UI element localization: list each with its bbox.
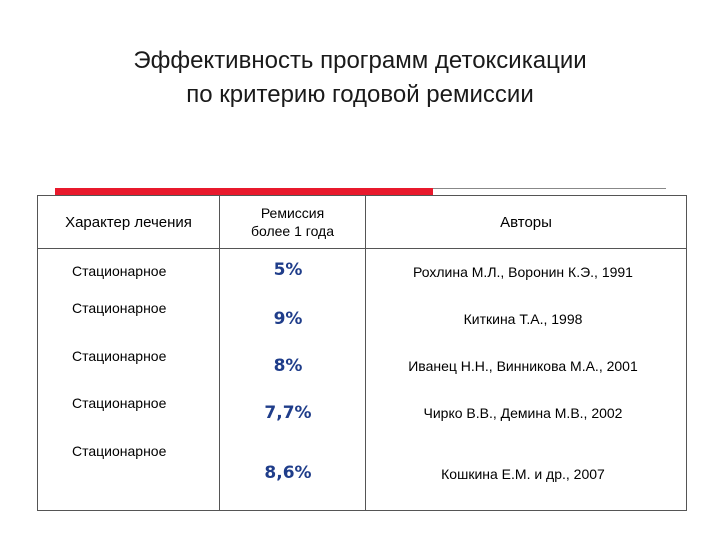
- row-3-authors: Иванец Н.Н., Винникова М.А., 2001: [408, 358, 638, 374]
- remission-table: [37, 195, 687, 511]
- row-4-remission: 7,7%: [264, 403, 312, 423]
- header-authors-label: Авторы: [500, 213, 552, 231]
- slide-title-line-1: Эффективность программ детоксикации: [133, 47, 587, 74]
- row-5-authors: Кошкина Е.М. и др., 2007: [441, 466, 605, 482]
- slide-title: Эффективность программ детоксикации по к…: [20, 44, 700, 112]
- accent-rule: [433, 188, 666, 189]
- row-2-remission: 9%: [273, 309, 303, 329]
- column-divider-1: [219, 196, 220, 510]
- row-5-remission: 8,6%: [264, 463, 312, 483]
- row-2-treatment: Стационарное: [72, 300, 167, 316]
- row-5-treatment: Стационарное: [72, 443, 167, 459]
- header-treatment: Характер лечения: [38, 196, 219, 248]
- row-4-authors: Чирко В.В., Демина М.В., 2002: [423, 405, 623, 421]
- header-treatment-label: Характер лечения: [65, 213, 192, 231]
- header-divider: [38, 248, 686, 249]
- slide-title-line-2: по критерию годовой ремиссии: [186, 81, 534, 108]
- row-3-treatment: Стационарное: [72, 348, 167, 364]
- header-remission-line-2: более 1 года: [250, 223, 335, 239]
- header-remission: Ремиссия более 1 года: [220, 196, 365, 248]
- row-1-remission: 5%: [273, 260, 303, 280]
- row-3-remission: 8%: [273, 356, 303, 376]
- row-2-authors: Киткина Т.А., 1998: [463, 311, 583, 327]
- row-4-treatment: Стационарное: [72, 395, 167, 411]
- row-1-treatment: Стационарное: [72, 263, 167, 279]
- column-divider-2: [365, 196, 366, 510]
- row-1-authors: Рохлина М.Л., Воронин К.Э., 1991: [413, 264, 633, 280]
- accent-bar: [55, 188, 433, 195]
- header-remission-line-1: Ремиссия: [260, 205, 325, 221]
- header-authors: Авторы: [366, 196, 686, 248]
